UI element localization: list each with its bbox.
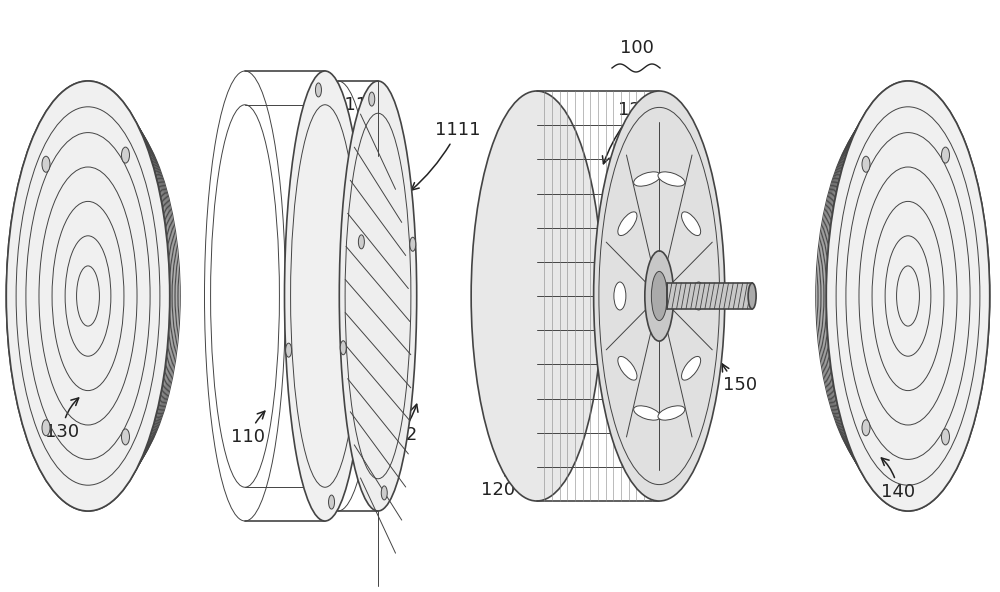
Ellipse shape [42,420,50,436]
Ellipse shape [618,212,637,236]
Text: 112: 112 [383,404,418,444]
Text: 140: 140 [881,458,915,501]
Ellipse shape [6,81,170,511]
Ellipse shape [339,81,417,511]
Ellipse shape [6,81,170,511]
Text: 100: 100 [620,39,654,57]
Ellipse shape [42,156,50,172]
Ellipse shape [286,343,292,357]
Ellipse shape [658,172,685,186]
Text: 111: 111 [308,96,367,182]
Text: 1111: 1111 [411,121,481,190]
Ellipse shape [381,486,387,500]
Text: 121: 121 [602,101,652,164]
Ellipse shape [340,341,346,355]
Ellipse shape [285,71,366,521]
Ellipse shape [121,429,129,445]
Ellipse shape [748,283,756,309]
Ellipse shape [369,92,375,106]
Ellipse shape [682,212,701,236]
Ellipse shape [862,156,870,172]
Ellipse shape [941,429,949,445]
Ellipse shape [618,356,637,380]
Ellipse shape [682,356,701,380]
Ellipse shape [634,406,661,420]
Ellipse shape [634,172,661,186]
Ellipse shape [941,147,949,163]
FancyBboxPatch shape [667,283,752,309]
Text: 1111: 1111 [325,420,371,449]
Text: 120: 120 [481,461,515,499]
Ellipse shape [471,91,602,501]
Ellipse shape [645,251,674,341]
Text: 150: 150 [722,364,757,394]
Text: 130: 130 [45,398,79,441]
Ellipse shape [693,282,705,310]
Ellipse shape [658,406,685,420]
Ellipse shape [826,81,990,511]
Ellipse shape [651,271,667,321]
Ellipse shape [614,282,626,310]
Ellipse shape [121,147,129,163]
Ellipse shape [862,420,870,436]
Ellipse shape [410,237,416,251]
Text: 110: 110 [231,411,265,446]
Ellipse shape [329,495,335,509]
Ellipse shape [594,91,725,501]
Ellipse shape [315,83,321,97]
Ellipse shape [358,235,364,249]
Ellipse shape [826,81,990,511]
